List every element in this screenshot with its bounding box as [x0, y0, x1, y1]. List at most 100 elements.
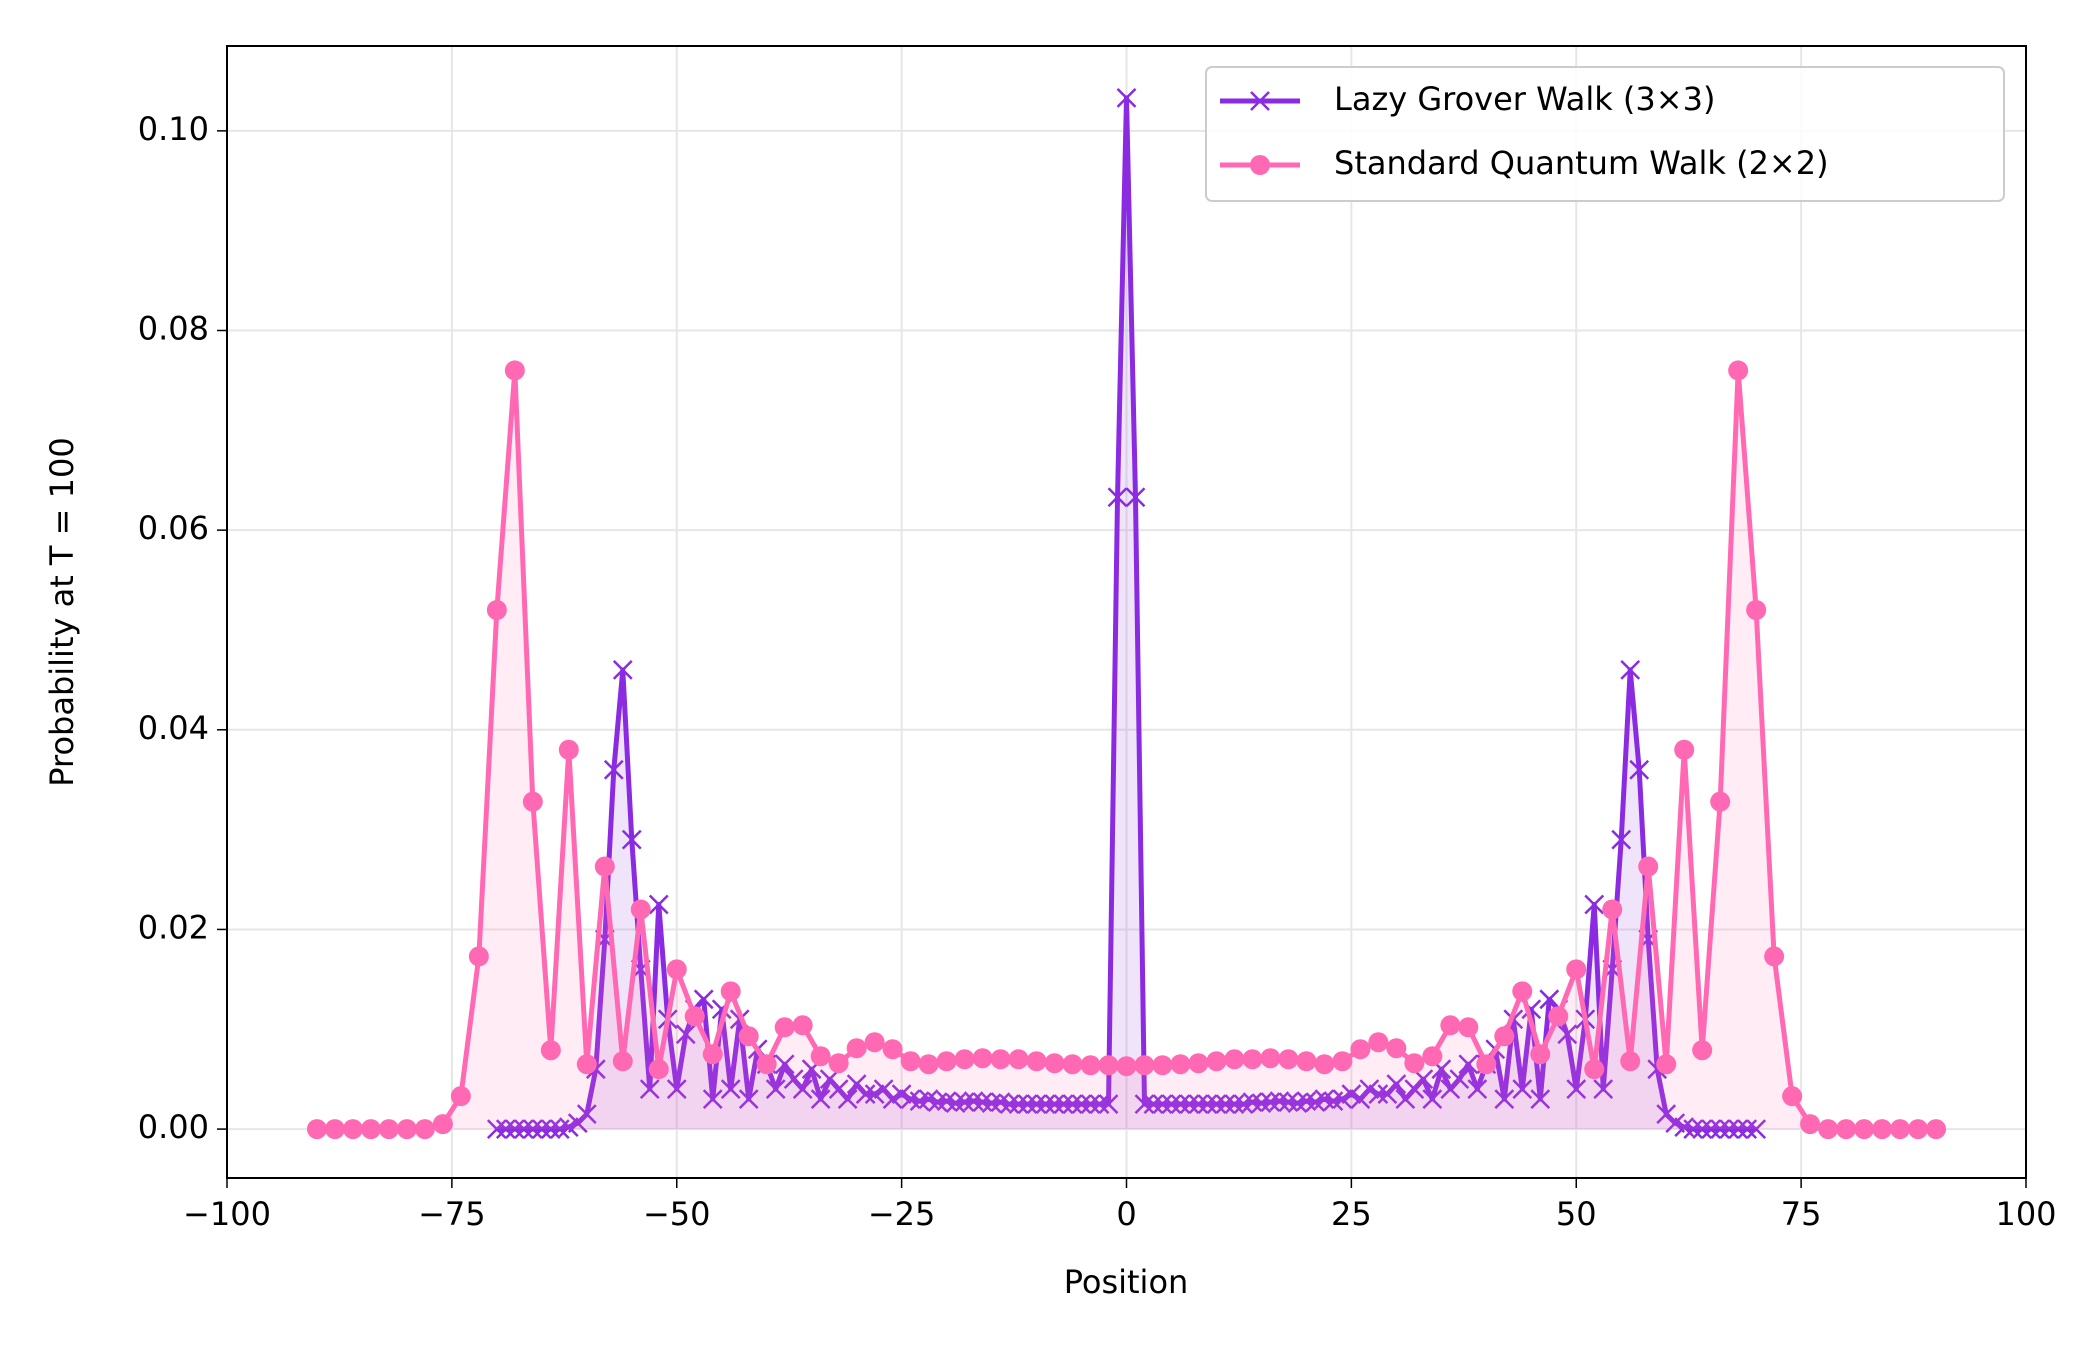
marker [432, 1114, 453, 1135]
marker [1422, 1089, 1443, 1110]
marker [1152, 1094, 1173, 1115]
marker [1530, 1044, 1551, 1065]
legend-box [1205, 66, 2005, 202]
marker [630, 899, 651, 920]
marker [1080, 1094, 1101, 1115]
marker [828, 1053, 849, 1074]
marker [792, 1079, 813, 1100]
marker [378, 1119, 399, 1140]
marker [648, 894, 669, 915]
marker [1278, 1049, 1299, 1070]
x-tick-label: 0 [1116, 1195, 1136, 1233]
marker [1098, 1055, 1119, 1076]
marker [1908, 1119, 1929, 1140]
marker [396, 1119, 417, 1140]
marker [1566, 1079, 1587, 1100]
marker [756, 1054, 777, 1075]
marker [1800, 1114, 1821, 1135]
x-tick-label: −100 [183, 1195, 271, 1233]
marker [954, 1049, 975, 1070]
marker [648, 1059, 669, 1080]
marker [1098, 1094, 1119, 1115]
marker [972, 1048, 993, 1069]
x-tick-label: 75 [1781, 1195, 1822, 1233]
marker [1836, 1119, 1857, 1140]
marker [720, 981, 741, 1002]
marker [468, 946, 489, 967]
marker [945, 1093, 966, 1114]
marker [1494, 1089, 1515, 1110]
marker [1242, 1049, 1263, 1070]
y-tick-label: 0.10 [138, 110, 209, 148]
marker [810, 1046, 831, 1067]
marker [621, 829, 642, 850]
marker [1728, 360, 1749, 381]
marker [1341, 1084, 1362, 1105]
marker [882, 1089, 903, 1110]
marker [1035, 1094, 1056, 1115]
marker [963, 1091, 984, 1112]
marker [306, 1119, 327, 1140]
marker [918, 1054, 939, 1075]
marker [1413, 1069, 1434, 1090]
marker [1611, 829, 1632, 850]
marker [1296, 1051, 1317, 1072]
marker [1782, 1086, 1803, 1107]
marker [1062, 1094, 1083, 1115]
marker [774, 1054, 795, 1075]
marker [1692, 1119, 1713, 1139]
marker [1152, 1055, 1173, 1076]
marker [1872, 1119, 1893, 1140]
marker [1386, 1038, 1407, 1059]
plot-frame [226, 45, 2027, 1179]
marker [1404, 1053, 1425, 1074]
marker [450, 1086, 471, 1107]
marker [342, 1119, 363, 1140]
marker [1818, 1119, 1839, 1140]
marker [486, 1119, 507, 1139]
marker [612, 1051, 633, 1072]
marker [1224, 1094, 1245, 1115]
area-fill [316, 370, 1937, 1130]
x-tick-label: 25 [1331, 1195, 1372, 1233]
marker [1215, 1094, 1236, 1115]
marker [1458, 1054, 1479, 1075]
marker [486, 600, 507, 621]
marker [1179, 1094, 1200, 1115]
marker [684, 1006, 705, 1027]
marker [1602, 899, 1623, 920]
marker [594, 856, 615, 877]
marker [1044, 1094, 1065, 1115]
marker [999, 1094, 1020, 1115]
marker [1476, 1054, 1497, 1075]
marker [1854, 1119, 1875, 1140]
marker [1368, 1084, 1389, 1105]
marker [666, 1079, 687, 1100]
marker [846, 1038, 867, 1059]
marker [1161, 1094, 1182, 1115]
marker [1188, 1094, 1209, 1115]
marker [1467, 1079, 1488, 1100]
marker [1440, 1015, 1461, 1036]
marker [1188, 1053, 1209, 1074]
marker [1368, 1032, 1389, 1053]
y-tick-label: 0.00 [138, 1108, 209, 1146]
marker [1710, 1119, 1731, 1139]
marker [603, 759, 624, 780]
marker [900, 1051, 921, 1072]
marker [1278, 1092, 1299, 1113]
marker [1584, 894, 1605, 915]
marker [1620, 1051, 1641, 1072]
marker [1269, 1091, 1290, 1112]
marker [1449, 1069, 1470, 1090]
marker [765, 1079, 786, 1100]
legend-label: Standard Quantum Walk (2×2) [1334, 144, 1829, 182]
marker [738, 1026, 759, 1047]
marker [1764, 946, 1785, 967]
marker [504, 360, 525, 381]
marker [1314, 1054, 1335, 1075]
marker [864, 1084, 885, 1105]
marker [1080, 1055, 1101, 1076]
marker [1530, 1089, 1551, 1110]
